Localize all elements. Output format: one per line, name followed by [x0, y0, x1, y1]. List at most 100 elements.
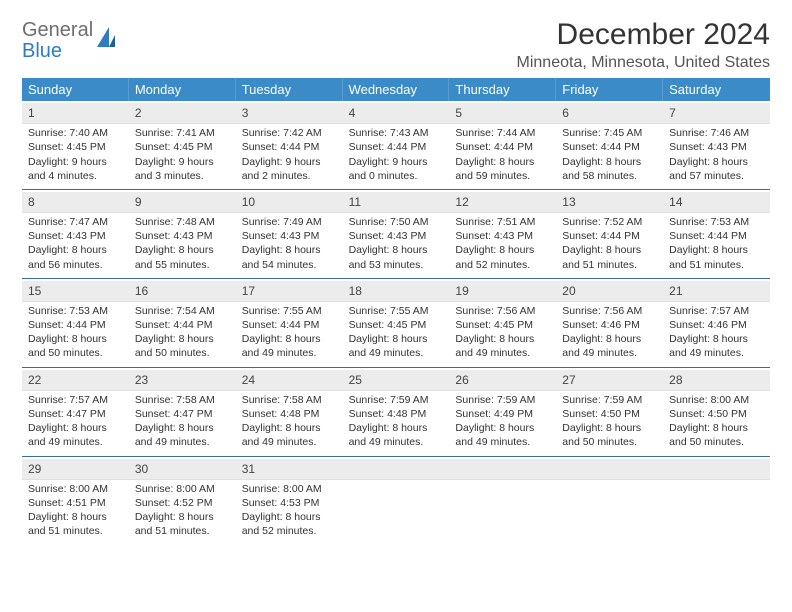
day-cell: 25Sunrise: 7:59 AMSunset: 4:48 PMDayligh…: [343, 368, 450, 456]
day-cell: 26Sunrise: 7:59 AMSunset: 4:49 PMDayligh…: [449, 368, 556, 456]
day-number: 6: [556, 103, 663, 124]
day-cell: 8Sunrise: 7:47 AMSunset: 4:43 PMDaylight…: [22, 190, 129, 278]
day-cell: [663, 457, 770, 545]
sunrise-line: Sunrise: 7:59 AM: [455, 393, 550, 407]
day-number: 9: [129, 192, 236, 213]
sunset-line: Sunset: 4:52 PM: [135, 496, 230, 510]
daylight-line: Daylight: 8 hours and 52 minutes.: [242, 510, 337, 538]
sunset-line: Sunset: 4:44 PM: [242, 318, 337, 332]
day-cell: 21Sunrise: 7:57 AMSunset: 4:46 PMDayligh…: [663, 279, 770, 367]
day-cell: 2Sunrise: 7:41 AMSunset: 4:45 PMDaylight…: [129, 101, 236, 189]
day-cell: [556, 457, 663, 545]
daylight-line: Daylight: 8 hours and 57 minutes.: [669, 155, 764, 183]
week-row: 22Sunrise: 7:57 AMSunset: 4:47 PMDayligh…: [22, 368, 770, 457]
daylight-line: Daylight: 9 hours and 4 minutes.: [28, 155, 123, 183]
day-cell: [449, 457, 556, 545]
dow-saturday: Saturday: [663, 78, 770, 101]
sunrise-line: Sunrise: 7:55 AM: [242, 304, 337, 318]
daylight-line: Daylight: 8 hours and 50 minutes.: [562, 421, 657, 449]
day-number: 19: [449, 281, 556, 302]
sunset-line: Sunset: 4:43 PM: [28, 229, 123, 243]
day-number: 11: [343, 192, 450, 213]
sunset-line: Sunset: 4:45 PM: [349, 318, 444, 332]
day-cell: 11Sunrise: 7:50 AMSunset: 4:43 PMDayligh…: [343, 190, 450, 278]
sunrise-line: Sunrise: 7:41 AM: [135, 126, 230, 140]
sunset-line: Sunset: 4:44 PM: [669, 229, 764, 243]
day-number: [556, 459, 663, 480]
daylight-line: Daylight: 8 hours and 49 minutes.: [349, 421, 444, 449]
sunset-line: Sunset: 4:43 PM: [349, 229, 444, 243]
sunrise-line: Sunrise: 7:59 AM: [349, 393, 444, 407]
sunrise-line: Sunrise: 8:00 AM: [135, 482, 230, 496]
daylight-line: Daylight: 8 hours and 49 minutes.: [669, 332, 764, 360]
sunrise-line: Sunrise: 7:59 AM: [562, 393, 657, 407]
day-number: 17: [236, 281, 343, 302]
logo-line1: General: [22, 20, 93, 41]
sunset-line: Sunset: 4:48 PM: [349, 407, 444, 421]
day-cell: 1Sunrise: 7:40 AMSunset: 4:45 PMDaylight…: [22, 101, 129, 189]
sunset-line: Sunset: 4:50 PM: [562, 407, 657, 421]
day-cell: [343, 457, 450, 545]
day-cell: 29Sunrise: 8:00 AMSunset: 4:51 PMDayligh…: [22, 457, 129, 545]
location: Minneota, Minnesota, United States: [517, 54, 770, 72]
day-number: 1: [22, 103, 129, 124]
day-cell: 27Sunrise: 7:59 AMSunset: 4:50 PMDayligh…: [556, 368, 663, 456]
week-row: 1Sunrise: 7:40 AMSunset: 4:45 PMDaylight…: [22, 101, 770, 190]
day-number: 30: [129, 459, 236, 480]
day-cell: 16Sunrise: 7:54 AMSunset: 4:44 PMDayligh…: [129, 279, 236, 367]
calendar: Sunday Monday Tuesday Wednesday Thursday…: [22, 78, 770, 544]
day-cell: 20Sunrise: 7:56 AMSunset: 4:46 PMDayligh…: [556, 279, 663, 367]
sunset-line: Sunset: 4:46 PM: [669, 318, 764, 332]
day-number: 24: [236, 370, 343, 391]
header: General Blue December 2024 Minneota, Min…: [22, 18, 770, 72]
day-cell: 18Sunrise: 7:55 AMSunset: 4:45 PMDayligh…: [343, 279, 450, 367]
day-cell: 15Sunrise: 7:53 AMSunset: 4:44 PMDayligh…: [22, 279, 129, 367]
day-cell: 24Sunrise: 7:58 AMSunset: 4:48 PMDayligh…: [236, 368, 343, 456]
dow-friday: Friday: [556, 78, 663, 101]
daylight-line: Daylight: 8 hours and 49 minutes.: [135, 421, 230, 449]
sunset-line: Sunset: 4:47 PM: [135, 407, 230, 421]
day-cell: 10Sunrise: 7:49 AMSunset: 4:43 PMDayligh…: [236, 190, 343, 278]
day-number: 31: [236, 459, 343, 480]
day-number: 23: [129, 370, 236, 391]
sunset-line: Sunset: 4:48 PM: [242, 407, 337, 421]
day-number: 12: [449, 192, 556, 213]
sunrise-line: Sunrise: 7:44 AM: [455, 126, 550, 140]
week-row: 15Sunrise: 7:53 AMSunset: 4:44 PMDayligh…: [22, 279, 770, 368]
day-cell: 22Sunrise: 7:57 AMSunset: 4:47 PMDayligh…: [22, 368, 129, 456]
sunset-line: Sunset: 4:46 PM: [562, 318, 657, 332]
day-cell: 6Sunrise: 7:45 AMSunset: 4:44 PMDaylight…: [556, 101, 663, 189]
sunset-line: Sunset: 4:44 PM: [28, 318, 123, 332]
day-number: 29: [22, 459, 129, 480]
day-number: 2: [129, 103, 236, 124]
day-cell: 14Sunrise: 7:53 AMSunset: 4:44 PMDayligh…: [663, 190, 770, 278]
daylight-line: Daylight: 9 hours and 3 minutes.: [135, 155, 230, 183]
dow-row: Sunday Monday Tuesday Wednesday Thursday…: [22, 78, 770, 101]
sunrise-line: Sunrise: 7:57 AM: [669, 304, 764, 318]
sunset-line: Sunset: 4:44 PM: [349, 140, 444, 154]
sunset-line: Sunset: 4:51 PM: [28, 496, 123, 510]
day-cell: 4Sunrise: 7:43 AMSunset: 4:44 PMDaylight…: [343, 101, 450, 189]
dow-monday: Monday: [129, 78, 236, 101]
daylight-line: Daylight: 8 hours and 51 minutes.: [562, 243, 657, 271]
daylight-line: Daylight: 8 hours and 49 minutes.: [242, 421, 337, 449]
sunrise-line: Sunrise: 7:45 AM: [562, 126, 657, 140]
sunrise-line: Sunrise: 7:50 AM: [349, 215, 444, 229]
daylight-line: Daylight: 8 hours and 50 minutes.: [669, 421, 764, 449]
day-number: [449, 459, 556, 480]
daylight-line: Daylight: 8 hours and 52 minutes.: [455, 243, 550, 271]
daylight-line: Daylight: 8 hours and 49 minutes.: [455, 332, 550, 360]
daylight-line: Daylight: 8 hours and 58 minutes.: [562, 155, 657, 183]
sunrise-line: Sunrise: 7:48 AM: [135, 215, 230, 229]
daylight-line: Daylight: 8 hours and 51 minutes.: [669, 243, 764, 271]
day-number: 3: [236, 103, 343, 124]
day-number: 16: [129, 281, 236, 302]
day-number: 8: [22, 192, 129, 213]
sunrise-line: Sunrise: 7:47 AM: [28, 215, 123, 229]
daylight-line: Daylight: 8 hours and 51 minutes.: [28, 510, 123, 538]
sunrise-line: Sunrise: 7:54 AM: [135, 304, 230, 318]
sunset-line: Sunset: 4:53 PM: [242, 496, 337, 510]
logo: General Blue: [22, 18, 117, 62]
sunset-line: Sunset: 4:44 PM: [562, 229, 657, 243]
daylight-line: Daylight: 9 hours and 2 minutes.: [242, 155, 337, 183]
